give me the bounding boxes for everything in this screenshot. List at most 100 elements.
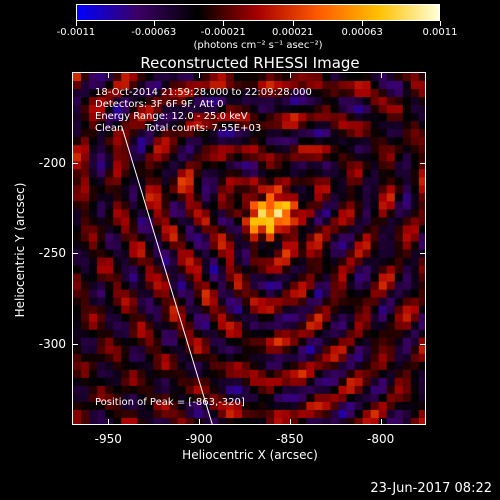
image-pixel xyxy=(410,105,420,114)
image-pixel xyxy=(386,145,396,154)
image-pixel xyxy=(394,81,404,90)
image-pixel xyxy=(89,81,98,90)
image-pixel xyxy=(322,401,332,411)
image-pixel xyxy=(418,265,425,275)
image-pixel xyxy=(298,369,307,379)
image-pixel xyxy=(137,73,147,82)
image-pixel xyxy=(129,177,138,186)
image-pixel xyxy=(145,153,155,162)
image-pixel xyxy=(161,321,171,331)
image-pixel xyxy=(217,385,227,395)
image-pixel xyxy=(193,209,203,219)
image-pixel xyxy=(290,385,299,395)
image-pixel xyxy=(177,409,187,419)
image-pixel xyxy=(89,105,98,114)
image-pixel xyxy=(322,305,332,315)
image-pixel xyxy=(354,185,364,194)
image-pixel xyxy=(282,273,291,283)
image-pixel xyxy=(89,385,98,395)
image-pixel xyxy=(322,377,332,387)
image-pixel xyxy=(330,145,340,154)
image-pixel xyxy=(105,201,114,210)
image-pixel xyxy=(217,145,227,154)
image-pixel xyxy=(266,121,275,130)
image-pixel xyxy=(233,161,243,170)
image-pixel xyxy=(266,145,275,154)
image-pixel xyxy=(209,281,219,291)
image-pixel xyxy=(298,97,307,106)
image-pixel xyxy=(298,105,307,114)
image-pixel xyxy=(137,225,147,235)
image-pixel xyxy=(266,225,275,235)
image-pixel xyxy=(233,97,243,106)
image-pixel xyxy=(346,345,356,355)
image-pixel xyxy=(346,145,356,154)
image-pixel xyxy=(209,321,219,331)
image-pixel xyxy=(306,417,315,424)
image-pixel xyxy=(73,393,82,403)
image-pixel xyxy=(73,113,82,122)
image-pixel xyxy=(266,361,275,371)
image-pixel xyxy=(386,265,396,275)
image-pixel xyxy=(193,89,203,98)
image-pixel xyxy=(314,393,324,403)
image-pixel xyxy=(394,417,404,424)
image-pixel xyxy=(113,153,122,162)
image-pixel xyxy=(89,249,98,259)
image-pixel xyxy=(225,281,235,291)
image-pixel xyxy=(402,329,412,339)
image-pixel xyxy=(97,273,106,283)
image-pixel xyxy=(410,73,420,82)
image-pixel xyxy=(250,313,259,323)
image-pixel xyxy=(137,297,147,307)
image-pixel xyxy=(266,161,275,170)
image-pixel xyxy=(169,313,179,323)
image-pixel xyxy=(410,329,420,339)
image-pixel xyxy=(73,329,82,339)
image-pixel xyxy=(306,105,315,114)
image-pixel xyxy=(145,177,155,186)
image-pixel xyxy=(225,345,235,355)
image-pixel xyxy=(322,409,332,419)
image-pixel xyxy=(330,201,340,210)
image-pixel xyxy=(233,273,243,283)
image-pixel xyxy=(346,217,356,227)
image-pixel xyxy=(105,337,114,347)
image-pixel xyxy=(97,145,106,154)
image-pixel xyxy=(378,297,388,307)
image-pixel xyxy=(193,177,203,186)
image-pixel xyxy=(346,377,356,387)
image-pixel xyxy=(177,217,187,227)
image-pixel xyxy=(274,121,283,130)
image-pixel xyxy=(153,89,163,98)
image-pixel xyxy=(282,377,291,387)
image-pixel xyxy=(250,345,259,355)
image-pixel xyxy=(378,97,388,106)
image-pixel xyxy=(217,273,227,283)
image-pixel xyxy=(362,345,372,355)
image-pixel xyxy=(418,297,425,307)
image-pixel xyxy=(217,225,227,235)
image-pixel xyxy=(258,385,267,395)
image-pixel xyxy=(185,137,195,146)
image-pixel xyxy=(250,329,259,339)
image-pixel xyxy=(137,369,147,379)
image-pixel xyxy=(145,393,155,403)
image-pixel xyxy=(386,113,396,122)
image-pixel xyxy=(217,129,227,138)
image-pixel xyxy=(298,129,307,138)
image-pixel xyxy=(330,129,340,138)
image-pixel xyxy=(193,153,203,162)
image-pixel xyxy=(330,393,340,403)
image-pixel xyxy=(121,273,130,283)
image-pixel xyxy=(402,81,412,90)
image-pixel xyxy=(394,89,404,98)
image-pixel xyxy=(113,369,122,379)
x-tick xyxy=(289,72,291,78)
image-pixel xyxy=(89,273,98,283)
image-pixel xyxy=(394,241,404,251)
image-pixel xyxy=(217,377,227,387)
image-pixel xyxy=(250,153,259,162)
image-pixel xyxy=(418,377,425,387)
image-pixel xyxy=(185,265,195,275)
